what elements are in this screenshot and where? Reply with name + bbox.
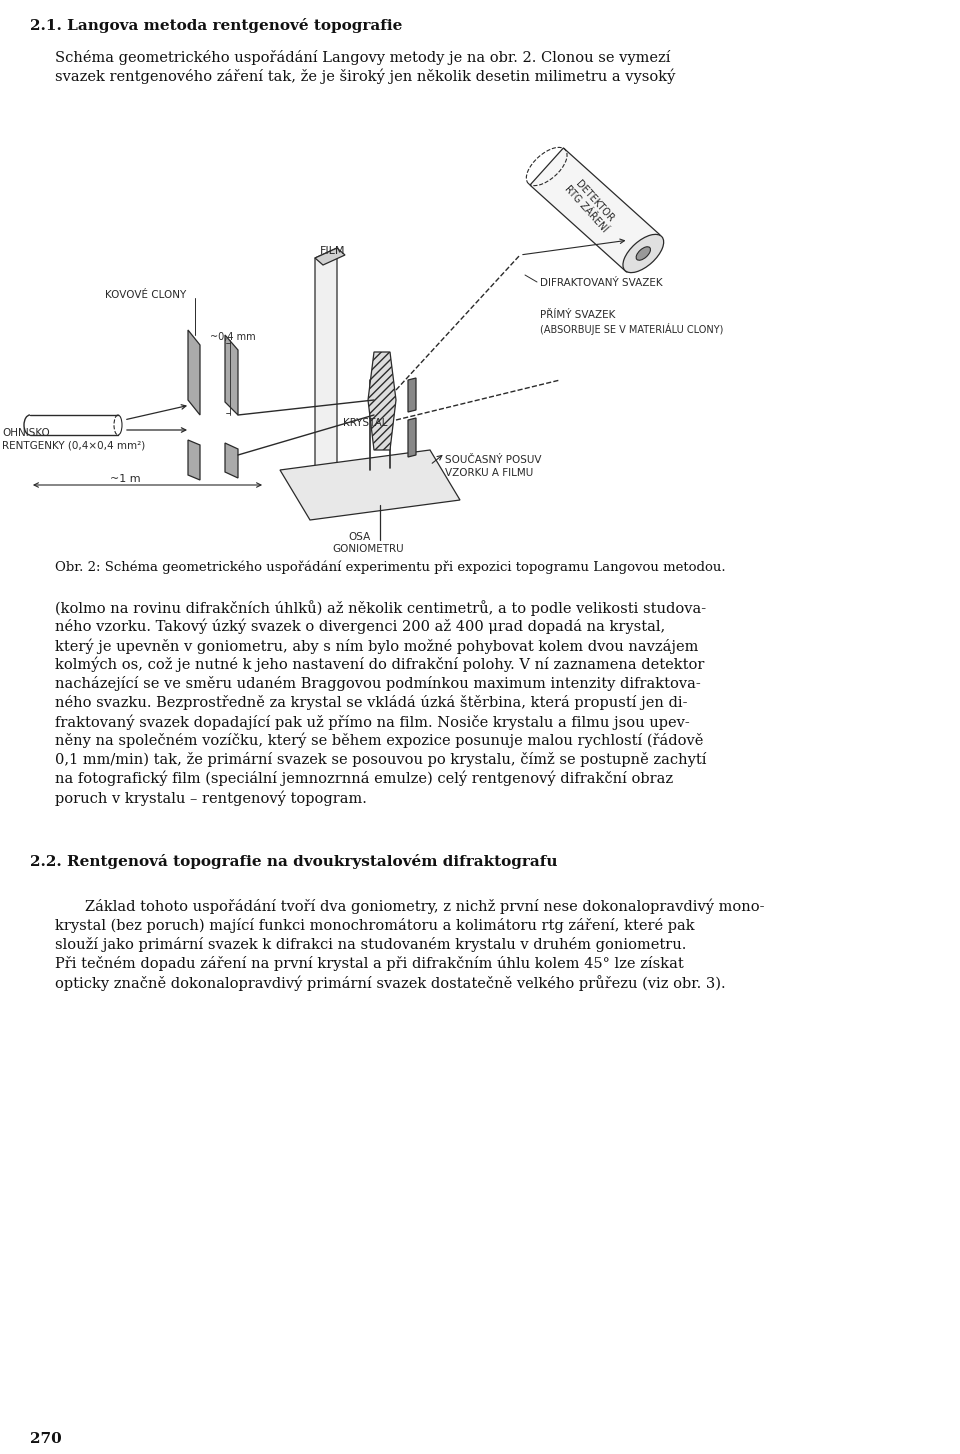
Text: kolmých os, což je nutné k jeho nastavení do difrakční polohy. V ní zaznamena de: kolmých os, což je nutné k jeho nastaven… bbox=[55, 657, 705, 673]
Text: ~0,4 mm: ~0,4 mm bbox=[210, 332, 255, 342]
Text: (ABSORBUJE SE V MATERIÁLU CLONY): (ABSORBUJE SE V MATERIÁLU CLONY) bbox=[540, 323, 724, 334]
Text: Obr. 2: Schéma geometrického uspořádání experimentu při expozici topogramu Lango: Obr. 2: Schéma geometrického uspořádání … bbox=[55, 560, 726, 573]
Polygon shape bbox=[368, 352, 396, 449]
Polygon shape bbox=[408, 417, 416, 457]
Text: Schéma geometrického uspořádání Langovy metody je na obr. 2. Clonou se vymezí: Schéma geometrického uspořádání Langovy … bbox=[55, 49, 670, 65]
Text: 0,1 mm/min) tak, že primární svazek se posouvou po krystalu, čímž se postupně za: 0,1 mm/min) tak, že primární svazek se p… bbox=[55, 752, 707, 768]
Text: KOVOVÉ CLONY: KOVOVÉ CLONY bbox=[105, 289, 186, 300]
Text: VZORKU A FILMU: VZORKU A FILMU bbox=[445, 468, 533, 478]
Text: FILM: FILM bbox=[320, 246, 346, 256]
Polygon shape bbox=[280, 449, 460, 521]
Text: OHNISKO: OHNISKO bbox=[2, 427, 50, 438]
Text: 2.1. Langova metoda rentgenové topografie: 2.1. Langova metoda rentgenové topografi… bbox=[30, 17, 402, 33]
Text: DIFRAKTOVANÝ SVAZEK: DIFRAKTOVANÝ SVAZEK bbox=[540, 278, 662, 288]
Text: svazek rentgenového záření tak, že je široký jen několik desetin milimetru a vys: svazek rentgenového záření tak, že je ši… bbox=[55, 68, 676, 84]
Text: něny na společném vozíčku, který se během expozice posunuje malou rychlostí (řád: něny na společném vozíčku, který se běhe… bbox=[55, 733, 704, 749]
Text: ~1 m: ~1 m bbox=[109, 474, 140, 484]
Polygon shape bbox=[315, 249, 345, 265]
Text: který je upevněn v goniometru, aby s ním bylo možné pohybovat kolem dvou navzáje: který je upevněn v goniometru, aby s ním… bbox=[55, 638, 698, 653]
Text: fraktovaný svazek dopadající pak už přímo na film. Nosiče krystalu a filmu jsou : fraktovaný svazek dopadající pak už přím… bbox=[55, 714, 689, 730]
Text: 2.2. Rentgenová topografie na dvoukrystalovém difraktografu: 2.2. Rentgenová topografie na dvoukrysta… bbox=[30, 853, 558, 869]
Text: ného svazku. Bezprostředně za krystal se vkládá úzká štěrbina, která propustí je: ného svazku. Bezprostředně za krystal se… bbox=[55, 695, 687, 710]
Ellipse shape bbox=[636, 247, 651, 260]
Text: OSA: OSA bbox=[348, 532, 371, 542]
Text: PŘÍMÝ SVAZEK: PŘÍMÝ SVAZEK bbox=[540, 310, 615, 320]
Polygon shape bbox=[315, 249, 337, 507]
Text: DETEKTOR
RTG ZÁŘENÍ: DETEKTOR RTG ZÁŘENÍ bbox=[563, 176, 618, 234]
Polygon shape bbox=[188, 330, 200, 414]
Text: (kolmo na rovinu difrakčních úhlků) až několik centimetrů, a to podle velikosti : (kolmo na rovinu difrakčních úhlků) až n… bbox=[55, 601, 707, 616]
Polygon shape bbox=[225, 334, 238, 414]
Text: 270: 270 bbox=[30, 1432, 61, 1445]
Text: KRYSTAL: KRYSTAL bbox=[343, 417, 387, 427]
Text: Při tečném dopadu záření na první krystal a při difrakčním úhlu kolem 45° lze zí: Při tečném dopadu záření na první krysta… bbox=[55, 955, 684, 971]
Text: ného vzorku. Takový úzký svazek o divergenci 200 až 400 μrad dopadá na krystal,: ného vzorku. Takový úzký svazek o diverg… bbox=[55, 619, 665, 634]
Polygon shape bbox=[408, 378, 416, 411]
Ellipse shape bbox=[623, 234, 663, 273]
Text: slouží jako primární svazek k difrakci na studovaném krystalu v druhém goniometr: slouží jako primární svazek k difrakci n… bbox=[55, 936, 686, 952]
Text: nacházející se ve směru udaném Braggovou podmínkou maximum intenzity difraktova-: nacházející se ve směru udaném Braggovou… bbox=[55, 676, 701, 691]
Text: GONIOMETRU: GONIOMETRU bbox=[332, 544, 403, 554]
Text: SOUČASNÝ POSUV: SOUČASNÝ POSUV bbox=[445, 455, 541, 465]
Text: opticky značně dokonalopravdivý primární svazek dostatečně velkého průřezu (viz : opticky značně dokonalopravdivý primární… bbox=[55, 976, 726, 990]
Text: poruch v krystalu – rentgenový topogram.: poruch v krystalu – rentgenový topogram. bbox=[55, 790, 367, 806]
Text: RENTGENKY (0,4×0,4 mm²): RENTGENKY (0,4×0,4 mm²) bbox=[2, 441, 145, 449]
Polygon shape bbox=[530, 148, 660, 272]
Polygon shape bbox=[188, 441, 200, 480]
Text: na fotografický film (speciální jemnozrnná emulze) celý rentgenový difrakční obr: na fotografický film (speciální jemnozrn… bbox=[55, 771, 673, 787]
Polygon shape bbox=[225, 443, 238, 478]
Text: krystal (bez poruch) mající funkci monochromátoru a kolimátoru rtg záření, které: krystal (bez poruch) mající funkci monoc… bbox=[55, 917, 695, 933]
Text: Základ tohoto uspořádání tvoří dva goniometry, z nichž první nese dokonalopravdi: Základ tohoto uspořádání tvoří dva gonio… bbox=[85, 899, 764, 915]
